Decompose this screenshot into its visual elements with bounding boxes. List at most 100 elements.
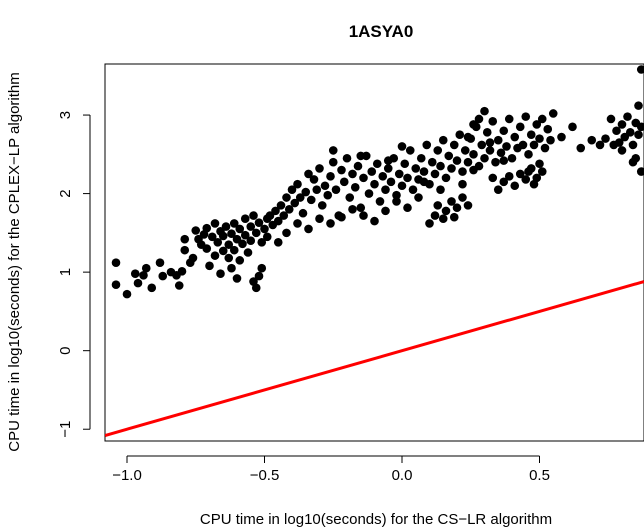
data-point [370, 179, 379, 189]
data-point [257, 237, 267, 247]
data-point [180, 245, 190, 255]
data-point [548, 109, 558, 118]
data-point [304, 224, 313, 234]
data-point [353, 161, 363, 171]
data-point [493, 135, 503, 145]
data-point [210, 219, 220, 228]
data-point [452, 203, 462, 213]
data-point [356, 151, 366, 161]
data-point [257, 263, 267, 273]
data-point [537, 114, 547, 124]
data-point [359, 173, 368, 183]
x-tick-label: 0.5 [529, 467, 550, 484]
data-point [397, 142, 407, 151]
data-point [537, 167, 547, 176]
data-point [337, 165, 346, 175]
data-point [469, 150, 478, 159]
data-point [606, 114, 616, 124]
data-point [521, 175, 531, 184]
data-point [304, 169, 313, 179]
data-point [422, 140, 432, 150]
data-point [383, 156, 393, 165]
data-point [502, 142, 511, 151]
data-point [293, 219, 302, 228]
data-point [568, 122, 577, 132]
data-point [328, 146, 338, 155]
data-point [306, 195, 316, 205]
data-point [273, 237, 283, 247]
data-point [612, 126, 621, 136]
data-point [207, 232, 217, 242]
data-point [392, 197, 401, 206]
data-point [370, 216, 379, 226]
data-point [493, 185, 503, 194]
data-point [293, 179, 302, 189]
data-point [359, 211, 368, 220]
data-point [315, 214, 324, 224]
data-point [408, 185, 418, 194]
data-point [416, 153, 426, 163]
data-point [438, 135, 448, 145]
data-point [111, 280, 121, 290]
data-point [191, 226, 201, 235]
chart-title: 1ASYA0 [349, 22, 414, 41]
data-point [337, 212, 346, 222]
data-point [441, 206, 451, 216]
data-point [221, 222, 231, 231]
data-point [518, 140, 528, 150]
data-point [447, 164, 456, 173]
data-point [240, 214, 250, 224]
x-axis: −1.0 −0.5 0.0 0.5 [112, 455, 550, 484]
data-point [328, 157, 338, 167]
data-point [356, 203, 366, 213]
data-point [463, 157, 473, 167]
data-point [227, 229, 236, 238]
y-tick-label: 0 [57, 347, 74, 355]
data-point [155, 258, 165, 268]
data-point [469, 165, 478, 175]
plot-area [104, 63, 644, 442]
data-point [419, 167, 429, 176]
data-point [427, 157, 437, 167]
data-point [205, 261, 214, 271]
data-point [122, 289, 132, 299]
data-point [273, 216, 283, 226]
data-point [188, 253, 198, 263]
data-point [326, 172, 335, 181]
data-point [444, 151, 454, 161]
data-point [499, 177, 509, 187]
data-points [111, 65, 644, 299]
data-point [298, 208, 308, 218]
data-point [174, 281, 184, 290]
data-point [477, 140, 487, 150]
data-point [394, 169, 404, 179]
data-point [636, 122, 644, 132]
data-point [326, 219, 335, 228]
data-point [375, 197, 385, 206]
data-point [628, 157, 638, 167]
data-point [111, 258, 121, 268]
data-point [312, 185, 322, 194]
data-point [510, 181, 520, 191]
data-point [485, 146, 495, 155]
data-point [133, 278, 143, 288]
data-point [210, 251, 220, 260]
data-point [491, 157, 500, 167]
data-point [449, 212, 459, 222]
data-point [141, 263, 151, 273]
data-point [576, 143, 586, 153]
data-point [460, 146, 470, 155]
data-point [433, 201, 443, 210]
data-point [488, 173, 498, 183]
data-point [282, 228, 291, 238]
data-point [455, 130, 465, 139]
data-point [227, 263, 236, 273]
data-point [202, 244, 212, 253]
data-point [348, 169, 357, 179]
data-point [634, 130, 643, 139]
data-point [634, 101, 643, 110]
data-point [411, 164, 421, 173]
data-point [546, 135, 555, 145]
data-point [301, 187, 311, 197]
